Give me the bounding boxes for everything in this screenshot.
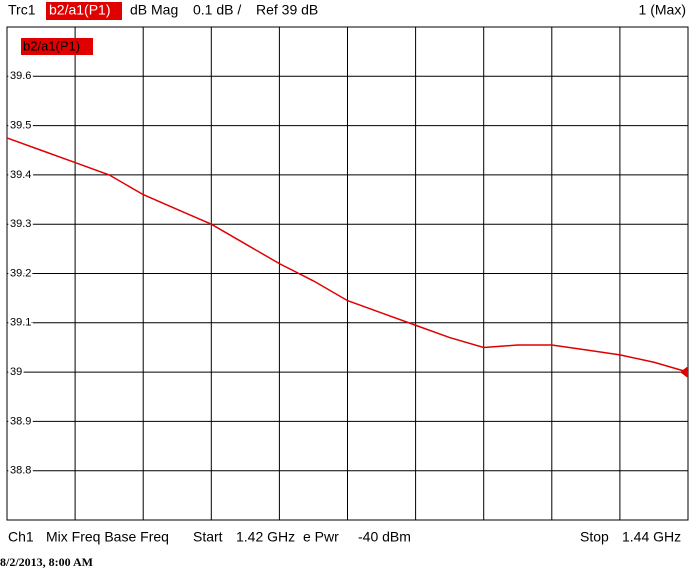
power: -40 dBm: [358, 529, 411, 545]
marker: [680, 366, 688, 379]
reference: Ref 39 dB: [256, 2, 318, 18]
y-tick-label: 39: [10, 366, 22, 378]
marker-label: 1 (Max): [639, 2, 686, 18]
y-tick-label: 38.8: [10, 465, 31, 477]
legend-badge: [21, 38, 93, 55]
stop: 1.44 GHz: [622, 529, 681, 545]
measurement-badge: [46, 2, 122, 20]
y-tick-label: 38.9: [10, 415, 31, 427]
timestamp: 8/2/2013, 8:00 AM: [0, 555, 93, 569]
stop-label: Stop: [580, 529, 609, 545]
power-label: e Pwr: [303, 529, 339, 545]
start-label: Start: [193, 529, 223, 545]
sweep: Mix Freq Base Freq: [46, 529, 169, 545]
y-tick-label: 39.3: [10, 218, 31, 230]
y-tick-label: 39.5: [10, 120, 31, 132]
trace: [6, 137, 689, 373]
start: 1.42 GHz: [236, 529, 295, 545]
trace-label: Trc1: [8, 2, 36, 18]
measurement: b2/a1(P1): [49, 2, 110, 18]
channel: Ch1: [8, 529, 34, 545]
format: dB Mag: [130, 2, 178, 18]
legend-entry: b2/a1(P1): [23, 38, 80, 53]
y-tick-label: 39.2: [10, 267, 31, 279]
y-tick-label: 39.6: [10, 70, 31, 82]
scale: 0.1 dB /: [193, 2, 241, 18]
y-tick-label: 39.4: [10, 169, 31, 181]
y-tick-label: 39.1: [10, 317, 31, 329]
